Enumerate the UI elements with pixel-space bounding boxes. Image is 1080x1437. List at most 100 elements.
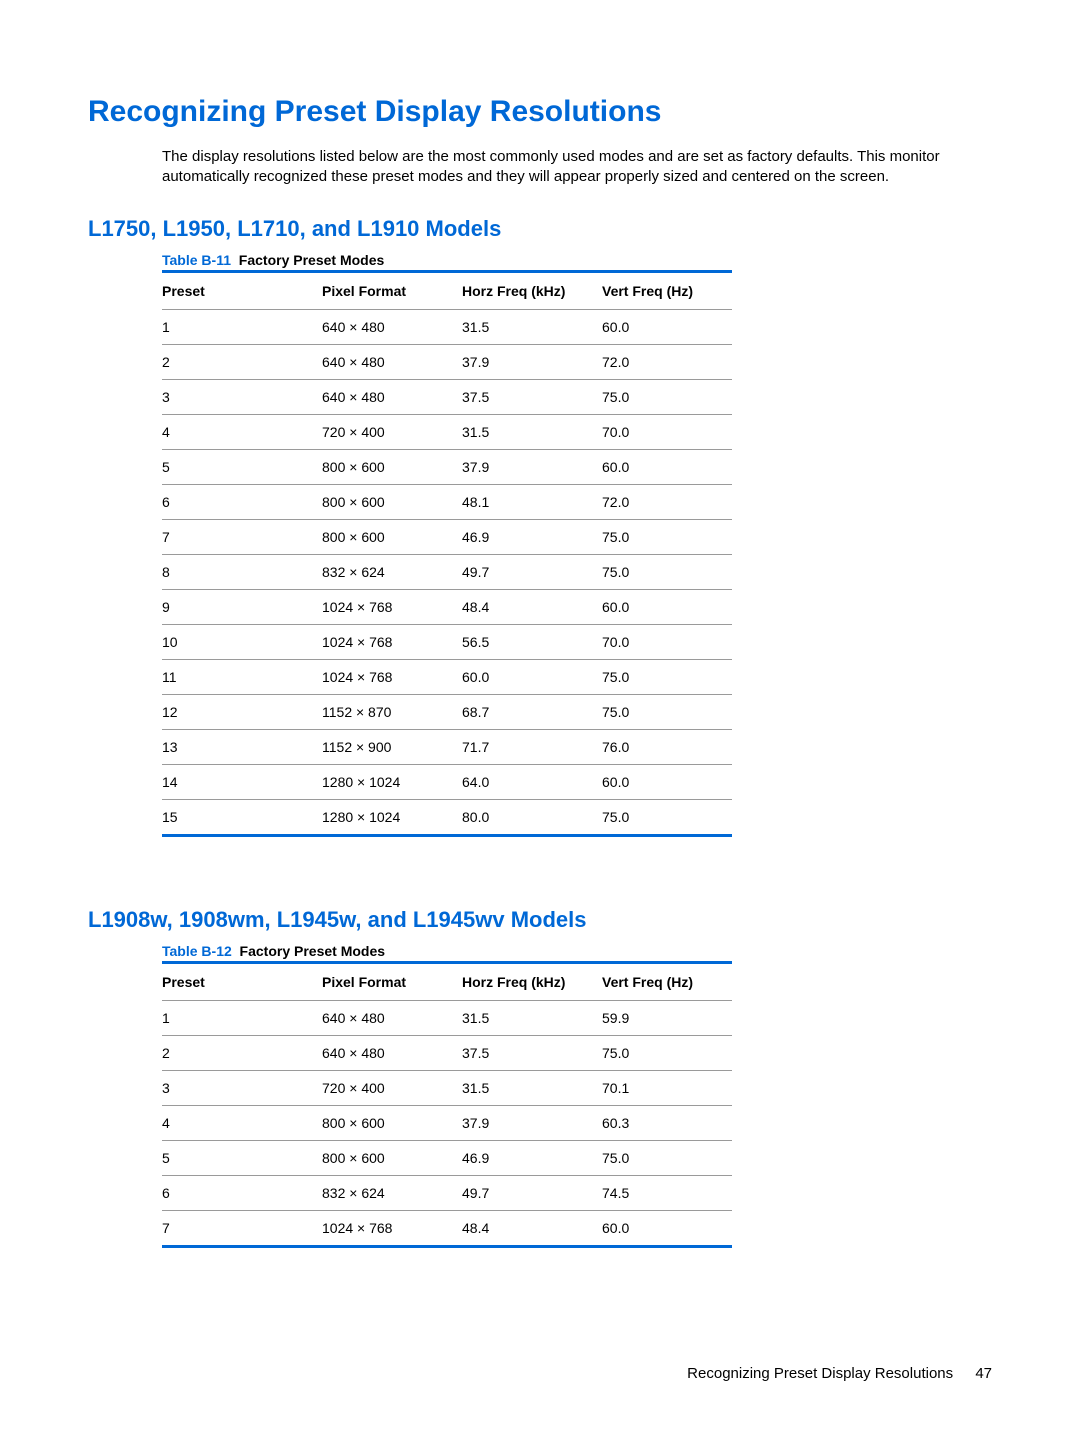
intro-paragraph: The display resolutions listed below are… xyxy=(162,147,992,188)
table-cell: 10 xyxy=(162,624,322,659)
table-cell: 1280 × 1024 xyxy=(322,799,462,835)
table2-caption-title: Factory Preset Modes xyxy=(240,943,386,959)
table-row: 7800 × 60046.975.0 xyxy=(162,519,732,554)
table-cell: 800 × 600 xyxy=(322,449,462,484)
table-cell: 46.9 xyxy=(462,519,602,554)
table-cell: 31.5 xyxy=(462,309,602,344)
table-cell: 64.0 xyxy=(462,764,602,799)
table-cell: 14 xyxy=(162,764,322,799)
table-row: 111024 × 76860.075.0 xyxy=(162,659,732,694)
table-cell: 6 xyxy=(162,484,322,519)
table1-col-preset: Preset xyxy=(162,271,322,309)
table2-col-preset: Preset xyxy=(162,962,322,1000)
table-cell: 74.5 xyxy=(602,1175,732,1210)
table-cell: 2 xyxy=(162,1035,322,1070)
table-cell: 640 × 480 xyxy=(322,344,462,379)
table2-col-horz: Horz Freq (kHz) xyxy=(462,962,602,1000)
section2-heading: L1908w, 1908wm, L1945w, and L1945wv Mode… xyxy=(88,907,992,933)
table1-col-horz: Horz Freq (kHz) xyxy=(462,271,602,309)
table-row: 121152 × 87068.775.0 xyxy=(162,694,732,729)
table-row: 2640 × 48037.575.0 xyxy=(162,1035,732,1070)
table-cell: 46.9 xyxy=(462,1140,602,1175)
table1-col-vert: Vert Freq (Hz) xyxy=(602,271,732,309)
table-cell: 60.0 xyxy=(602,764,732,799)
table-cell: 72.0 xyxy=(602,484,732,519)
table-row: 3640 × 48037.575.0 xyxy=(162,379,732,414)
table-cell: 59.9 xyxy=(602,1000,732,1035)
table-cell: 1152 × 900 xyxy=(322,729,462,764)
table-cell: 640 × 480 xyxy=(322,309,462,344)
table-row: 71024 × 76848.460.0 xyxy=(162,1210,732,1246)
footer-title: Recognizing Preset Display Resolutions xyxy=(687,1365,953,1382)
table-cell: 60.0 xyxy=(602,589,732,624)
table-cell: 31.5 xyxy=(462,1000,602,1035)
table-cell: 5 xyxy=(162,449,322,484)
table-cell: 60.0 xyxy=(462,659,602,694)
section-gap xyxy=(88,837,992,907)
table1-wrap: Table B-11 Factory Preset Modes Preset P… xyxy=(162,252,732,837)
table-cell: 832 × 624 xyxy=(322,1175,462,1210)
table-cell: 640 × 480 xyxy=(322,1035,462,1070)
table-cell: 70.1 xyxy=(602,1070,732,1105)
table-cell: 72.0 xyxy=(602,344,732,379)
table-cell: 1 xyxy=(162,1000,322,1035)
table2-caption-label: Table B-12 xyxy=(162,943,232,959)
table-cell: 60.3 xyxy=(602,1105,732,1140)
table-cell: 76.0 xyxy=(602,729,732,764)
table2-col-vert: Vert Freq (Hz) xyxy=(602,962,732,1000)
table-row: 6800 × 60048.172.0 xyxy=(162,484,732,519)
table2-caption: Table B-12 Factory Preset Modes xyxy=(162,943,732,959)
table-cell: 800 × 600 xyxy=(322,1140,462,1175)
table-cell: 640 × 480 xyxy=(322,379,462,414)
table1-caption-title: Factory Preset Modes xyxy=(239,252,385,268)
page-footer: Recognizing Preset Display Resolutions 4… xyxy=(687,1365,992,1382)
table-cell: 2 xyxy=(162,344,322,379)
table-cell: 68.7 xyxy=(462,694,602,729)
table-cell: 49.7 xyxy=(462,1175,602,1210)
table-cell: 60.0 xyxy=(602,1210,732,1246)
table-cell: 3 xyxy=(162,379,322,414)
table-cell: 31.5 xyxy=(462,1070,602,1105)
table-cell: 37.9 xyxy=(462,449,602,484)
table-row: 5800 × 60037.960.0 xyxy=(162,449,732,484)
table-cell: 75.0 xyxy=(602,519,732,554)
table-cell: 6 xyxy=(162,1175,322,1210)
table-row: 151280 × 102480.075.0 xyxy=(162,799,732,835)
table-cell: 75.0 xyxy=(602,1035,732,1070)
table-row: 131152 × 90071.776.0 xyxy=(162,729,732,764)
table-cell: 80.0 xyxy=(462,799,602,835)
table-cell: 800 × 600 xyxy=(322,484,462,519)
table-row: 2640 × 48037.972.0 xyxy=(162,344,732,379)
table-row: 1640 × 48031.559.9 xyxy=(162,1000,732,1035)
table-cell: 31.5 xyxy=(462,414,602,449)
table-cell: 7 xyxy=(162,519,322,554)
table-cell: 4 xyxy=(162,414,322,449)
table-cell: 832 × 624 xyxy=(322,554,462,589)
table-cell: 1024 × 768 xyxy=(322,589,462,624)
table-row: 91024 × 76848.460.0 xyxy=(162,589,732,624)
table-row: 5800 × 60046.975.0 xyxy=(162,1140,732,1175)
table-cell: 11 xyxy=(162,659,322,694)
table-cell: 720 × 400 xyxy=(322,1070,462,1105)
table-cell: 37.9 xyxy=(462,344,602,379)
table-cell: 75.0 xyxy=(602,1140,732,1175)
table-cell: 4 xyxy=(162,1105,322,1140)
table-cell: 1024 × 768 xyxy=(322,1210,462,1246)
table-row: 4720 × 40031.570.0 xyxy=(162,414,732,449)
table-cell: 3 xyxy=(162,1070,322,1105)
table-row: 101024 × 76856.570.0 xyxy=(162,624,732,659)
section1-heading: L1750, L1950, L1710, and L1910 Models xyxy=(88,216,992,242)
table-row: 3720 × 40031.570.1 xyxy=(162,1070,732,1105)
table-cell: 49.7 xyxy=(462,554,602,589)
table-cell: 70.0 xyxy=(602,624,732,659)
table-cell: 75.0 xyxy=(602,659,732,694)
table-cell: 5 xyxy=(162,1140,322,1175)
table-cell: 75.0 xyxy=(602,554,732,589)
table-cell: 12 xyxy=(162,694,322,729)
table-cell: 1280 × 1024 xyxy=(322,764,462,799)
table-cell: 9 xyxy=(162,589,322,624)
table2-wrap: Table B-12 Factory Preset Modes Preset P… xyxy=(162,943,732,1248)
table-cell: 8 xyxy=(162,554,322,589)
table-cell: 48.4 xyxy=(462,1210,602,1246)
table-cell: 71.7 xyxy=(462,729,602,764)
